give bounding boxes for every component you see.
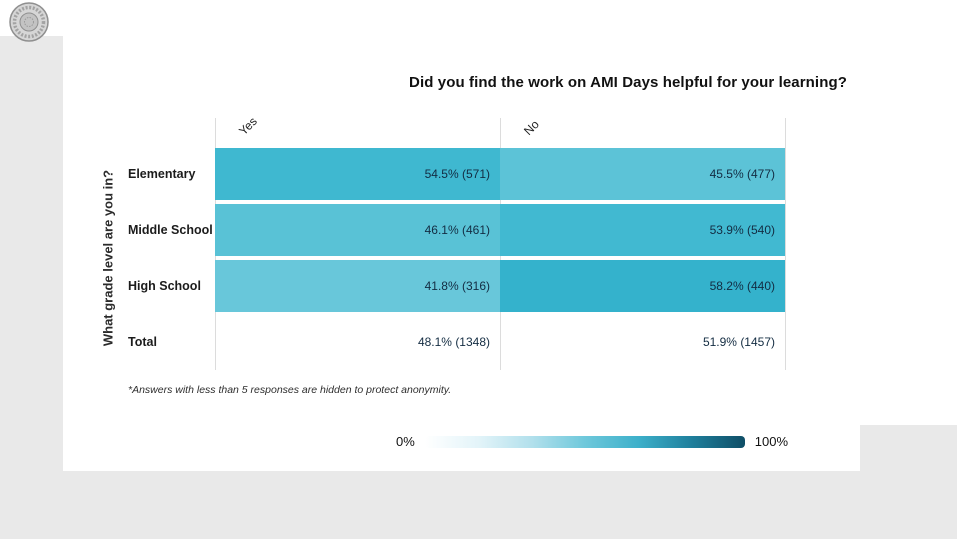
row-label-middle-school: Middle School: [128, 223, 213, 237]
legend-inner: 0% 100%: [396, 434, 788, 449]
row-label-elementary: Elementary: [128, 167, 196, 181]
chart-card: Did you find the work on AMI Days helpfu…: [63, 0, 957, 425]
legend: 0% 100%: [63, 425, 860, 471]
chart-title: Did you find the work on AMI Days helpfu…: [409, 74, 847, 91]
grid-line: [785, 118, 786, 370]
row-label-total: Total: [128, 335, 157, 349]
column-header-no: No: [521, 117, 542, 138]
table-row: Elementary 54.5% (571) 45.5% (477): [128, 148, 785, 200]
heatmap-cell-middle-yes[interactable]: 46.1% (461): [215, 204, 500, 256]
legend-max-label: 100%: [754, 434, 789, 449]
heatmap-cell-high-no[interactable]: 58.2% (440): [500, 260, 785, 312]
heatmap-cell-middle-no[interactable]: 53.9% (540): [500, 204, 785, 256]
table-row: Total 48.1% (1348) 51.9% (1457): [128, 316, 785, 368]
heatmap-cell-elementary-no[interactable]: 45.5% (477): [500, 148, 785, 200]
heatmap-cell-total-no: 51.9% (1457): [702, 335, 775, 349]
heatmap-cell-total-yes: 48.1% (1348): [417, 335, 490, 349]
y-axis-label: What grade level are you in?: [100, 169, 116, 347]
heatmap-cell-elementary-yes[interactable]: 54.5% (571): [215, 148, 500, 200]
row-label-high-school: High School: [128, 279, 201, 293]
heatmap-cell-high-yes[interactable]: 41.8% (316): [215, 260, 500, 312]
column-header-yes: Yes: [236, 114, 260, 138]
legend-min-label: 0%: [396, 434, 415, 449]
legend-gradient-bar: [424, 435, 745, 448]
heatmap-table: Elementary 54.5% (571) 45.5% (477) Middl…: [128, 148, 785, 372]
district-seal-logo: [9, 2, 49, 42]
table-row: Middle School 46.1% (461) 53.9% (540): [128, 204, 785, 256]
footnote: *Answers with less than 5 responses are …: [128, 384, 452, 396]
table-row: High School 41.8% (316) 58.2% (440): [128, 260, 785, 312]
